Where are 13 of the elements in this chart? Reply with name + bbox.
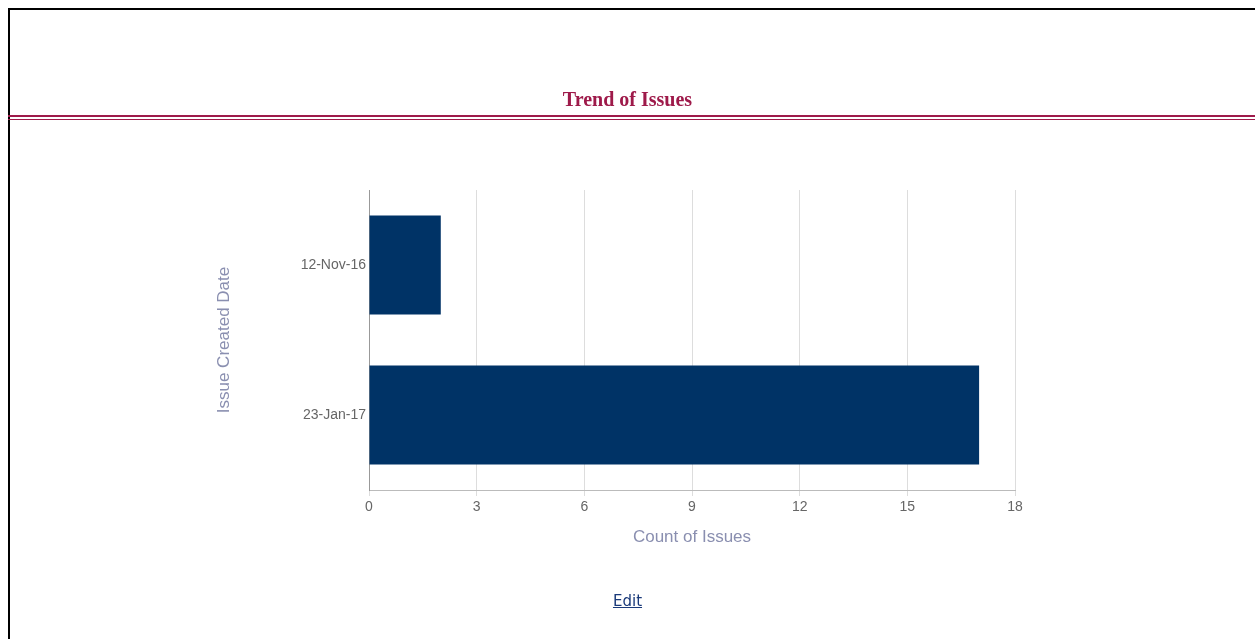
x-tick-label: 15 [899, 498, 916, 515]
y-axis-title: Issue Created Date [213, 266, 233, 414]
chart-title: Trend of Issues [558, 88, 697, 110]
x-axis-title: Count of Issues [632, 527, 752, 547]
text: Edit [612, 592, 643, 610]
x-tick-label: 9 [688, 498, 697, 515]
y-tick-label: 23-Jan-17 [302, 405, 367, 422]
x-tick-label: 0 [365, 498, 374, 515]
x-tick-label: 6 [580, 498, 589, 515]
x-tick-label: 18 [1007, 498, 1023, 515]
y-tick-label: 12-Nov-16 [300, 255, 367, 272]
x-tick-label: 3 [472, 498, 481, 515]
x-tick-label: 12 [791, 498, 808, 515]
